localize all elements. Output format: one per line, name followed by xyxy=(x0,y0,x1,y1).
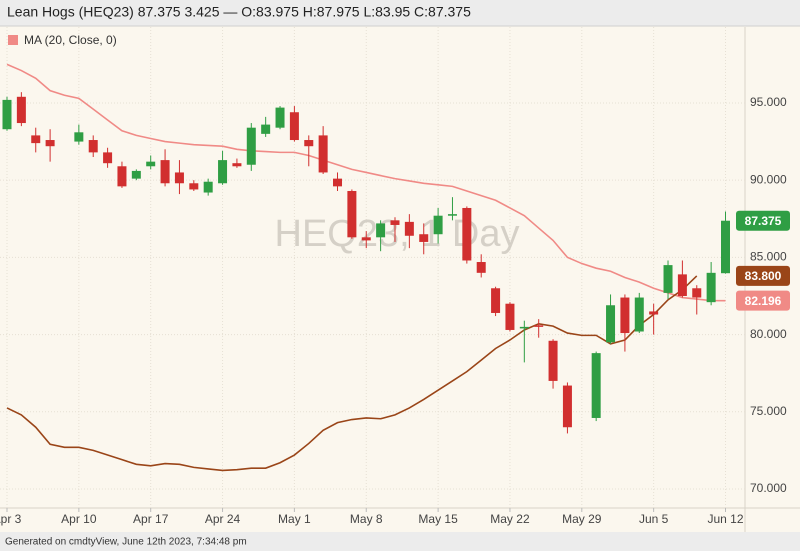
x-tick-label: May 22 xyxy=(490,512,530,526)
candle-body xyxy=(390,220,400,225)
candle-body xyxy=(103,152,113,164)
candle-body xyxy=(318,135,328,173)
candle-body xyxy=(74,132,84,142)
footer-bar xyxy=(0,532,800,551)
candle-body xyxy=(562,385,572,428)
y-tick-label: 75.000 xyxy=(750,404,787,418)
header-bar xyxy=(0,0,800,26)
candle-body xyxy=(289,112,299,141)
candle-body xyxy=(447,214,457,216)
candle-body xyxy=(606,305,616,343)
candle-body xyxy=(261,124,271,134)
candle-body xyxy=(505,303,515,330)
candle-body xyxy=(476,262,486,273)
candle-body xyxy=(131,170,141,179)
y-tick-label: 80.000 xyxy=(750,327,787,341)
y-tick-label: 85.000 xyxy=(750,250,787,264)
x-tick-label: Apr 24 xyxy=(205,512,241,526)
candle-body xyxy=(146,161,156,167)
candle-body xyxy=(304,140,314,147)
price-tag xyxy=(736,290,790,311)
candle-body xyxy=(174,172,184,184)
candle-body xyxy=(31,135,41,144)
price-tag-label: 83.800 xyxy=(745,269,782,283)
x-tick-label: Jun 5 xyxy=(639,512,669,526)
candle-body xyxy=(462,207,472,261)
candle-body xyxy=(16,96,26,124)
candle-body xyxy=(419,234,429,242)
candle-body xyxy=(491,288,501,313)
candle-body xyxy=(203,181,213,193)
x-tick-label: Apr 17 xyxy=(133,512,169,526)
candle-body xyxy=(333,178,343,187)
x-tick-label: May 15 xyxy=(418,512,458,526)
watermark: HEQ23, 1 Day xyxy=(275,213,520,255)
footer: Generated on cmdtyView, June 12th 2023, … xyxy=(5,537,247,548)
candle-body xyxy=(663,265,673,293)
y-tick-label: 95.000 xyxy=(750,95,787,109)
ma-line xyxy=(6,63,726,302)
price-tag-label: 87.375 xyxy=(745,214,782,228)
candle-body xyxy=(721,220,730,274)
candle-body xyxy=(649,311,659,315)
legend-label: MA (20, Close, 0) xyxy=(24,33,117,47)
x-tick-label: May 1 xyxy=(278,512,311,526)
candle-body xyxy=(534,325,544,327)
candle-body xyxy=(218,160,228,184)
candle-body xyxy=(634,297,644,332)
candle-body xyxy=(548,340,558,381)
candle-body xyxy=(706,272,716,303)
candle-body xyxy=(677,274,687,296)
candle-body xyxy=(2,99,12,130)
ma-line xyxy=(6,275,698,472)
candle-body xyxy=(160,160,170,184)
x-tick-label: May 8 xyxy=(350,512,383,526)
candle-body xyxy=(347,190,357,238)
price-tag xyxy=(736,210,790,231)
candle-body xyxy=(88,140,98,153)
candle-body xyxy=(45,140,55,147)
candle-body xyxy=(692,288,702,298)
x-tick-label: Apr 3 xyxy=(0,512,22,526)
x-tick-label: Jun 12 xyxy=(707,512,743,526)
price-tag xyxy=(736,265,790,286)
candle-body xyxy=(232,163,242,167)
chart-title: Lean Hogs (HEQ23) 87.375 3.425 — O:83.97… xyxy=(7,4,471,20)
price-tag-label: 82.196 xyxy=(745,294,782,308)
x-tick-label: May 29 xyxy=(562,512,602,526)
y-tick-label: 70.000 xyxy=(750,481,787,495)
candle-body xyxy=(361,237,371,241)
candle-body xyxy=(433,215,443,235)
candle-body xyxy=(376,223,386,238)
candle-body xyxy=(246,127,256,165)
candle-body xyxy=(117,166,127,187)
legend-swatch xyxy=(8,35,18,45)
candle-body xyxy=(591,353,601,418)
candle-body xyxy=(275,107,285,128)
y-tick-label: 90.000 xyxy=(750,172,787,186)
candle-body xyxy=(519,326,529,329)
x-tick-label: Apr 10 xyxy=(61,512,97,526)
candle-body xyxy=(404,221,414,236)
candle-body xyxy=(189,183,199,190)
candle-body xyxy=(620,297,630,334)
